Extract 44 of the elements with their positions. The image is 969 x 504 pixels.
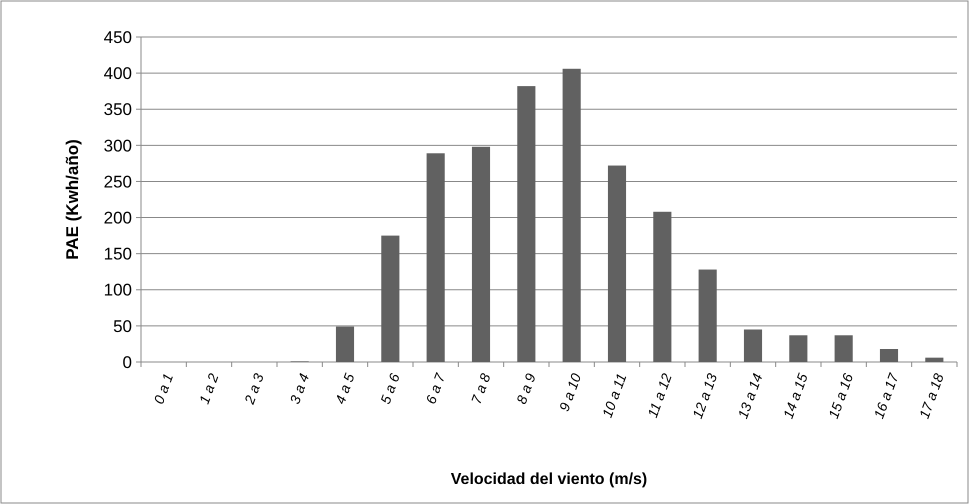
- y-tick-label: 300: [104, 136, 132, 156]
- bar: [834, 335, 853, 362]
- bar: [426, 153, 445, 362]
- bar: [472, 146, 490, 362]
- x-tick-label: 12 a 13: [689, 371, 720, 421]
- y-tick-label: 350: [104, 100, 132, 120]
- x-tick-label: 7 a 8: [468, 371, 494, 406]
- bar: [925, 358, 944, 362]
- y-tick-label: 100: [104, 280, 132, 300]
- y-tick-label: 150: [104, 244, 132, 264]
- bar: [698, 270, 717, 362]
- y-tick-label: 400: [104, 64, 132, 84]
- x-tick-label: 9 a 10: [556, 371, 584, 414]
- x-tick-label: 17 a 18: [916, 371, 947, 421]
- y-tick-label: 450: [104, 28, 132, 47]
- x-tick-label: 10 a 11: [598, 371, 630, 420]
- bar: [880, 349, 898, 362]
- x-axis-title: Velocidad del viento (m/s): [450, 471, 648, 488]
- x-tick-label: 0 a 1: [150, 371, 176, 406]
- x-tick-label: 4 a 5: [332, 371, 358, 406]
- y-axis-title: PAE (Kwh/año): [63, 139, 82, 260]
- y-tick-label: 200: [104, 208, 132, 228]
- x-tick-label: 8 a 9: [513, 371, 539, 406]
- x-tick-label: 3 a 4: [286, 371, 312, 406]
- x-tick-label: 14 a 15: [780, 371, 811, 421]
- x-tick-label: 16 a 17: [870, 370, 902, 421]
- bar: [789, 335, 808, 362]
- x-tick-label: 11 a 12: [644, 371, 675, 420]
- bar: [336, 326, 354, 362]
- x-tick-label: 2 a 3: [240, 371, 267, 407]
- y-tick-label: 0: [122, 352, 132, 372]
- x-tick-label: 5 a 6: [377, 371, 403, 406]
- bar: [653, 212, 672, 362]
- bar: [608, 166, 626, 362]
- x-tick-label: 13 a 14: [734, 371, 766, 421]
- x-tick-label: 1 a 2: [196, 371, 222, 406]
- bar: [562, 68, 581, 362]
- x-tick-label: 15 a 16: [825, 371, 856, 421]
- bar: [744, 330, 762, 362]
- bar: [517, 86, 536, 362]
- bar: [381, 236, 400, 362]
- y-tick-label: 250: [104, 172, 132, 192]
- x-tick-label: 6 a 7: [422, 370, 449, 406]
- y-tick-label: 50: [113, 316, 132, 336]
